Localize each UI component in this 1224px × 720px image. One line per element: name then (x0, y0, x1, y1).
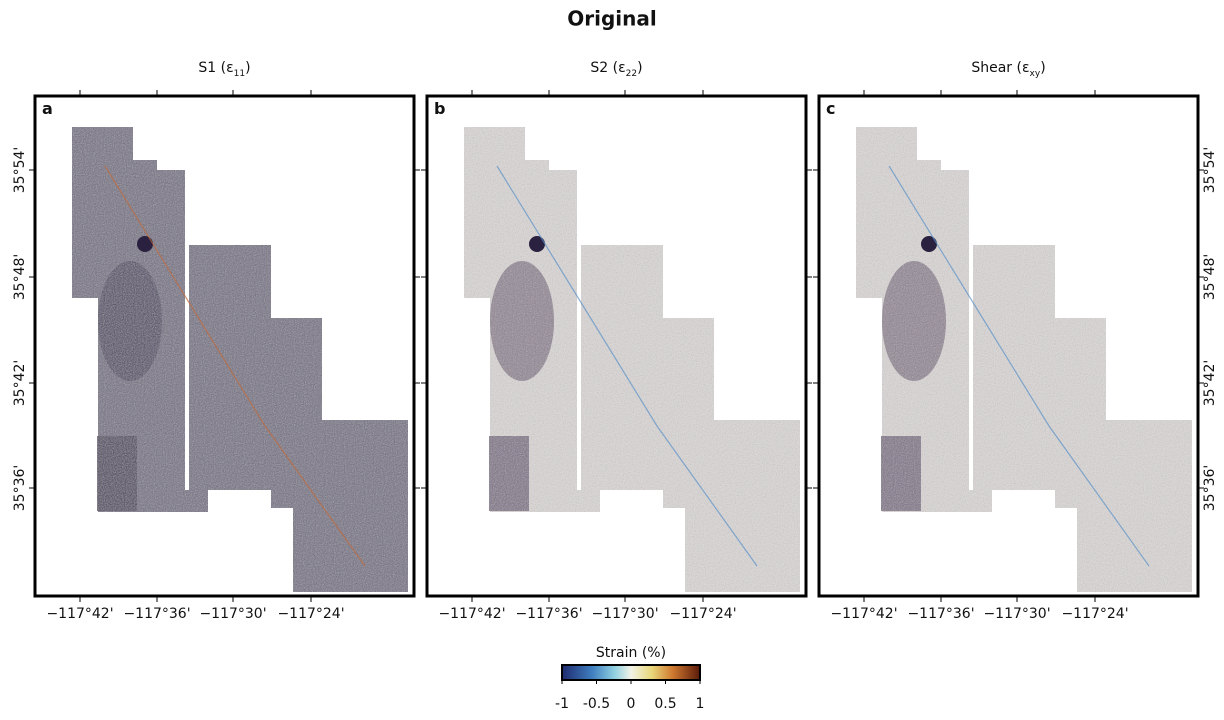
image-tile (525, 160, 549, 180)
x-tick-label: −117°36' (123, 606, 190, 622)
image-tile (992, 488, 1022, 490)
urban-area (97, 436, 137, 511)
x-tick-label: −117°24' (277, 606, 344, 622)
colorbar-tick-label: -1 (555, 696, 569, 712)
image-tile (581, 245, 663, 490)
y-tick-label: 35°54' (12, 147, 28, 193)
x-tick-label: −117°36' (907, 606, 974, 622)
colorbar (562, 665, 700, 680)
panel-title-subscript: 22 (626, 69, 637, 79)
panel-title-subscript: 11 (234, 69, 245, 79)
urban-area (489, 436, 529, 511)
panel-title-text: ) (1040, 60, 1045, 76)
strain-image (72, 127, 408, 592)
feature (529, 236, 545, 252)
x-tick-label: −117°24' (1061, 606, 1128, 622)
y-tick-label: 35°42' (1202, 360, 1218, 406)
urban-area (98, 261, 162, 381)
y-tick-label: 35°36' (1202, 465, 1218, 511)
colorbar-tick-label: -0.5 (583, 696, 610, 712)
figure-title: Original (567, 7, 656, 31)
image-tile (155, 490, 208, 512)
colorbar-tick-label: 0 (627, 696, 636, 712)
x-tick-label: −117°24' (669, 606, 736, 622)
feature (137, 236, 153, 252)
image-tile (208, 488, 238, 490)
y-tick-label: 35°48' (1202, 254, 1218, 300)
y-tick-label: 35°42' (12, 360, 28, 406)
panel-title: S2 (ε22) (590, 60, 642, 79)
panel-letter: b (434, 99, 445, 118)
strain-image (856, 127, 1192, 592)
panel-letter: c (826, 99, 835, 118)
urban-area (881, 436, 921, 511)
image-tile (189, 245, 271, 490)
image-tile (685, 420, 800, 592)
colorbar-tick-label: 1 (696, 696, 705, 712)
panel-letter: a (42, 99, 53, 118)
image-tile (600, 488, 630, 490)
urban-area (490, 261, 554, 381)
image-tile (917, 160, 941, 180)
x-tick-label: −117°30' (983, 606, 1050, 622)
panel-title-text: ) (637, 60, 642, 76)
panel-title: Shear (εxy) (971, 60, 1045, 79)
urban-area (882, 261, 946, 381)
panel-title-text: S1 (ε (198, 60, 233, 76)
image-tile (547, 490, 600, 512)
image-tile (133, 160, 157, 180)
image-tile (293, 420, 408, 592)
feature (921, 236, 937, 252)
y-tick-label: 35°54' (1202, 147, 1218, 193)
image-tile (1077, 420, 1192, 592)
panel-title-text: Shear (ε (971, 60, 1029, 76)
image-tile (973, 245, 1055, 490)
colorbar-label: Strain (%) (596, 645, 666, 661)
x-tick-label: −117°42' (830, 606, 897, 622)
figure: Original S1 (ε11) a −117°42' −117°36' −117°3… (0, 0, 1224, 716)
x-tick-label: −117°30' (199, 606, 266, 622)
x-tick-label: −117°30' (591, 606, 658, 622)
panel-title-text: S2 (ε (590, 60, 625, 76)
map-panel: Shear (εxy) c −117°42' −117°36' −117°30' −117… (813, 60, 1204, 622)
x-tick-label: −117°36' (515, 606, 582, 622)
panel-title: S1 (ε11) (198, 60, 250, 79)
panel-title-text: ) (245, 60, 250, 76)
image-tile (939, 490, 992, 512)
map-panel: S1 (ε11) a −117°42' −117°36' −117°30' −117°24… (29, 60, 420, 622)
y-tick-label: 35°48' (12, 254, 28, 300)
x-tick-label: −117°42' (438, 606, 505, 622)
y-tick-label: 35°36' (12, 465, 28, 511)
panel-title-subscript: xy (1030, 69, 1041, 79)
x-tick-label: −117°42' (46, 606, 113, 622)
strain-image (464, 127, 800, 592)
colorbar-tick-label: 0.5 (654, 696, 676, 712)
map-panel: S2 (ε22) b −117°42' −117°36' −117°30' −117°24… (421, 60, 812, 622)
